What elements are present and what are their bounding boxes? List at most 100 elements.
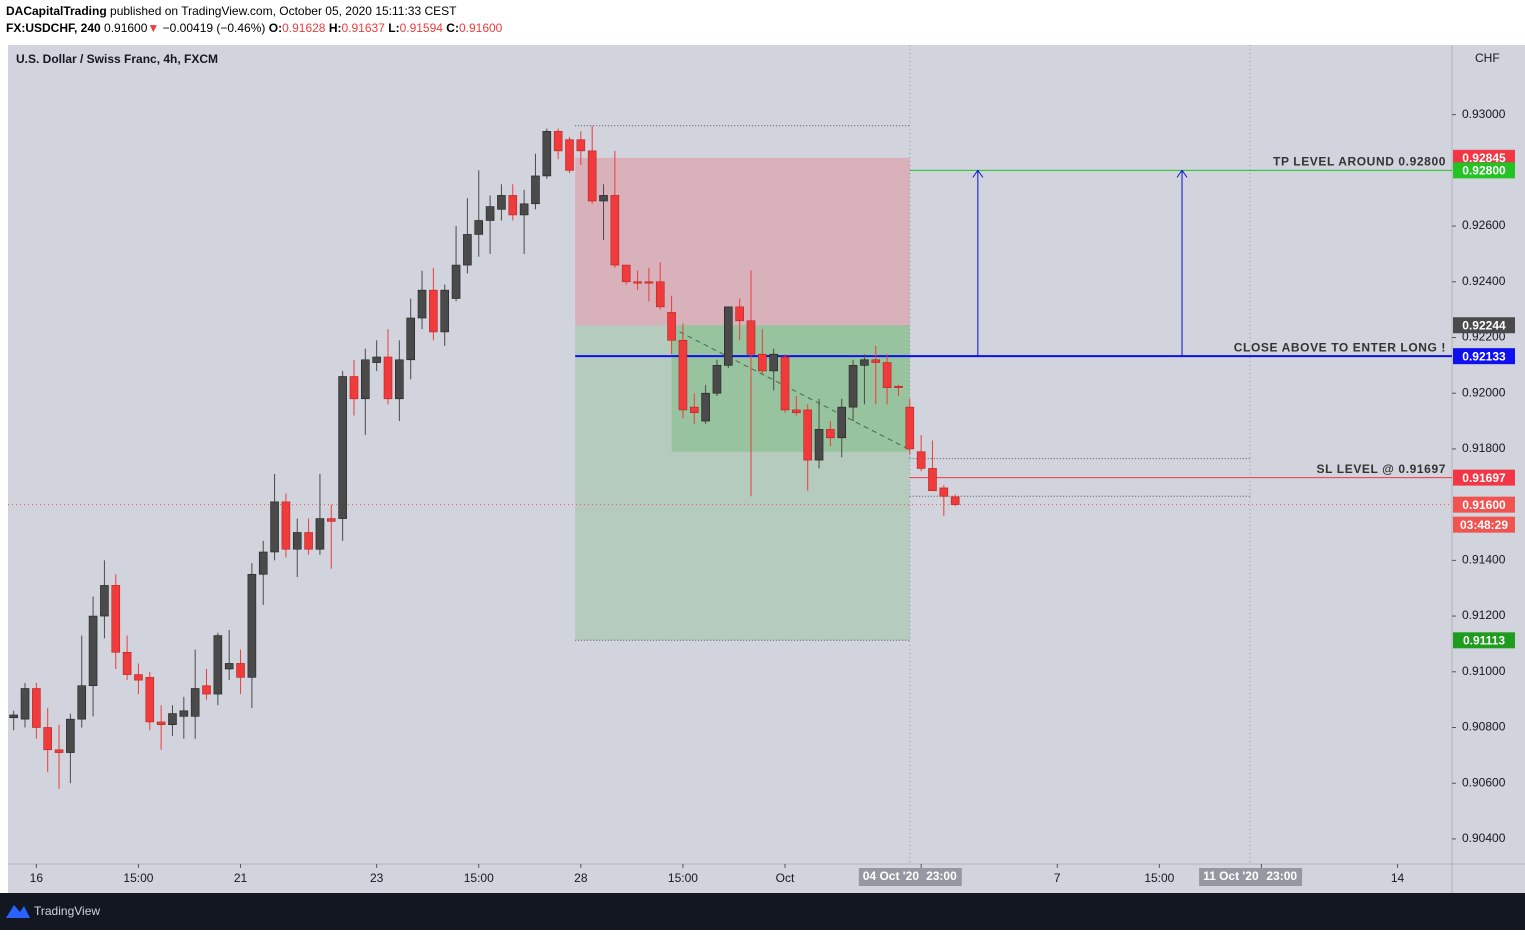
level-text: CLOSE ABOVE TO ENTER LONG !: [1234, 340, 1446, 354]
last: 0.91600: [104, 21, 148, 35]
c-label: C:: [446, 21, 459, 35]
currency: CHF: [1475, 51, 1500, 65]
arrow: [1176, 169, 1188, 357]
candle-body: [519, 203, 529, 216]
candle-body: [224, 663, 234, 670]
x-tick-label: Oct: [776, 871, 795, 885]
candle-body: [236, 663, 245, 678]
time-marker-box: [1199, 868, 1303, 886]
y-tick-label: 0.91200: [1462, 608, 1506, 622]
publisher: DACapitalTrading: [6, 4, 107, 18]
level-text: TP LEVEL AROUND 0.92800: [1273, 155, 1446, 169]
candle-body: [54, 749, 64, 753]
candle-body: [440, 289, 450, 333]
candle-body: [655, 281, 665, 308]
candle-body: [531, 175, 540, 205]
x-tick-label: 15:00: [1144, 871, 1174, 885]
candle-body: [463, 234, 472, 266]
candle-body: [202, 685, 211, 695]
o: 0.91628: [282, 21, 326, 35]
candle-body: [145, 677, 155, 723]
y-tick-label: 0.91400: [1462, 553, 1506, 567]
symbol: FX:USDCHF, 240: [6, 21, 101, 35]
arrow: [972, 169, 984, 357]
price-tag: [1453, 149, 1515, 166]
x-tick-label: 28: [574, 871, 588, 885]
candle-body: [678, 339, 688, 411]
footer-bg: [0, 893, 1525, 930]
candle-body: [610, 195, 620, 266]
price-tag-label: 0.92244: [1462, 318, 1506, 332]
candle-body: [349, 376, 359, 400]
c: 0.91600: [459, 21, 503, 35]
candle-body: [599, 195, 608, 202]
candle-body: [928, 468, 937, 492]
candle-body: [395, 359, 404, 400]
price-tag: [1453, 162, 1515, 179]
price-tag-label: 0.92845: [1462, 151, 1506, 165]
candle-body: [20, 688, 30, 720]
candle-body: [100, 585, 109, 617]
price-tag-label: 0.91600: [1462, 498, 1506, 512]
candle-body: [111, 585, 121, 653]
candle-body: [542, 131, 552, 177]
candle-body: [134, 674, 143, 681]
y-tick-label: 0.92000: [1462, 385, 1506, 399]
countdown: 03:48:29: [1460, 518, 1508, 532]
price-tag-label: 0.91697: [1462, 471, 1506, 485]
candle-body: [667, 312, 676, 341]
candle-body: [88, 615, 98, 687]
candle-body: [826, 429, 835, 439]
candle-body: [361, 359, 370, 400]
candle-body: [429, 289, 438, 333]
candle-body: [689, 406, 699, 414]
logo: [6, 905, 30, 918]
candle-body: [474, 220, 484, 235]
candle-body: [587, 150, 597, 202]
stop-zone: [575, 157, 910, 326]
x-tick-label: 15:00: [123, 871, 153, 885]
candle-body: [712, 365, 722, 394]
candle-body: [179, 710, 189, 717]
y-tick-label: 0.91800: [1462, 441, 1506, 455]
candle-body: [780, 356, 790, 411]
candle-body: [451, 264, 461, 299]
price-axis-bg: [1452, 45, 1525, 893]
candle-body: [576, 139, 586, 152]
zone: [671, 325, 910, 452]
time-marker-date: 04 Oct '20: [863, 869, 920, 883]
candle-body: [735, 306, 744, 322]
candle-body: [792, 409, 801, 414]
header-line1: DACapitalTrading published on TradingVie…: [6, 4, 457, 18]
h-label: H:: [329, 21, 342, 35]
time-marker-box: [858, 868, 962, 886]
candle-body: [621, 264, 631, 283]
candle-body: [553, 131, 563, 152]
price-tag: [1453, 348, 1515, 365]
l: 0.91594: [400, 21, 444, 35]
time-marker-time: 23:00: [1266, 869, 1297, 883]
y-tick-label: 0.90600: [1462, 775, 1506, 789]
candle-body: [769, 353, 778, 372]
candle-body: [338, 376, 347, 519]
candle-body: [497, 195, 506, 210]
y-tick-label: 0.92400: [1462, 274, 1506, 288]
brand: TradingView: [34, 904, 100, 918]
price-tag: [1453, 469, 1515, 486]
x-tick-label: 15:00: [668, 871, 698, 885]
header-line2: FX:USDCHF, 240 0.91600▼ −0.00419 (−0.46%…: [6, 21, 503, 35]
plot-bg: [8, 45, 1452, 864]
plot: TP LEVEL AROUND 0.92800 CLOSE ABOVE TO EN…: [8, 45, 1452, 864]
candle-body: [837, 406, 847, 439]
change: −0.00419 (−0.46%): [163, 21, 266, 35]
x-tick-label: 7: [1054, 871, 1061, 885]
candle-body: [894, 385, 903, 388]
candle-body: [565, 139, 574, 171]
arrow: ▼: [147, 21, 159, 35]
candle-body: [247, 573, 257, 678]
h: 0.91637: [342, 21, 386, 35]
candle-body: [485, 206, 495, 221]
candle-body: [292, 532, 302, 550]
